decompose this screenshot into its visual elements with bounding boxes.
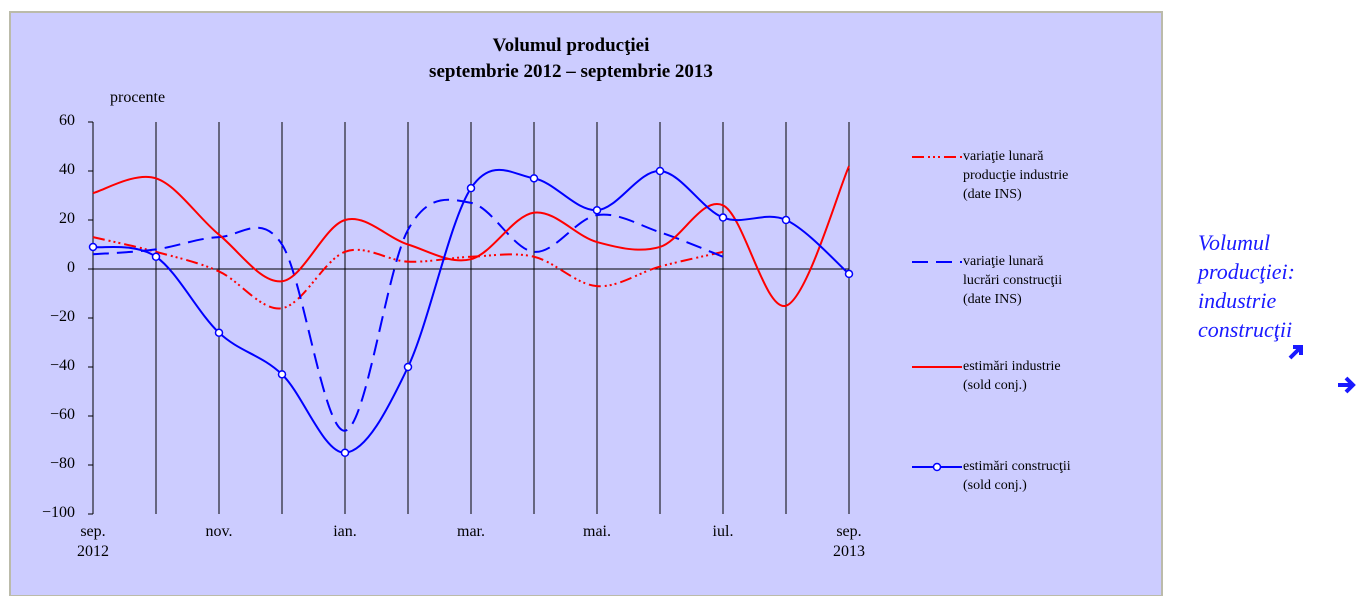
- x-tick-label: iul.: [712, 523, 734, 540]
- y-tick-label: −40: [49, 357, 75, 374]
- point: [277, 370, 287, 379]
- y-tick-label: −100: [41, 504, 75, 521]
- series-line: [92, 198, 724, 432]
- chart-title: Volumul producţiei: [492, 35, 650, 56]
- legend-label: variaţie lunară producţie industrie (dat…: [963, 149, 1069, 202]
- y-tick-label: −20: [49, 308, 75, 325]
- x-tick-label: nov.: [205, 523, 233, 540]
- point: [214, 328, 224, 337]
- y-tick-label: 60: [59, 112, 75, 129]
- x-tick-label: sep. 2013: [833, 523, 865, 560]
- point: [592, 205, 602, 215]
- arrow-right: [1338, 376, 1356, 394]
- point: [781, 215, 791, 225]
- series-line: [92, 236, 724, 310]
- legend-marker: [932, 462, 942, 472]
- point: [151, 252, 161, 261]
- side-note: Volumul: [1198, 230, 1271, 255]
- x-tick-label: ian.: [333, 523, 357, 540]
- side-note: construcţii: [1198, 317, 1293, 342]
- y-tick-label: 40: [59, 161, 75, 178]
- x-tick-label: mar.: [457, 523, 485, 540]
- point: [655, 166, 665, 176]
- y-tick-label: 0: [67, 259, 75, 276]
- point: [340, 448, 350, 457]
- x-tick-label: mai.: [583, 523, 611, 540]
- legend-label: variaţie lunară lucrări construcţii (dat…: [963, 254, 1063, 307]
- legend-label: estimări industrie (sold conj.): [963, 359, 1061, 393]
- x-tick-label: sep. 2012: [77, 523, 109, 560]
- point: [466, 183, 476, 193]
- y-tick-label: 20: [59, 210, 75, 227]
- point: [844, 269, 854, 279]
- point: [718, 213, 728, 222]
- y-axis-label: procente: [110, 89, 166, 106]
- y-tick-label: −80: [49, 455, 75, 472]
- point: [403, 362, 413, 372]
- side-note: industrie: [1198, 288, 1277, 313]
- panel: [9, 11, 1163, 596]
- legend-label: estimări construcţii (sold conj.): [963, 459, 1071, 493]
- point: [529, 174, 539, 183]
- series-line: [92, 165, 850, 307]
- chart-subtitle: septembrie 2012 – septembrie 2013: [429, 61, 713, 82]
- side-note: producţiei:: [1198, 259, 1295, 284]
- y-tick-label: −60: [49, 406, 75, 423]
- point: [88, 242, 98, 252]
- arrow-up: [1288, 345, 1303, 360]
